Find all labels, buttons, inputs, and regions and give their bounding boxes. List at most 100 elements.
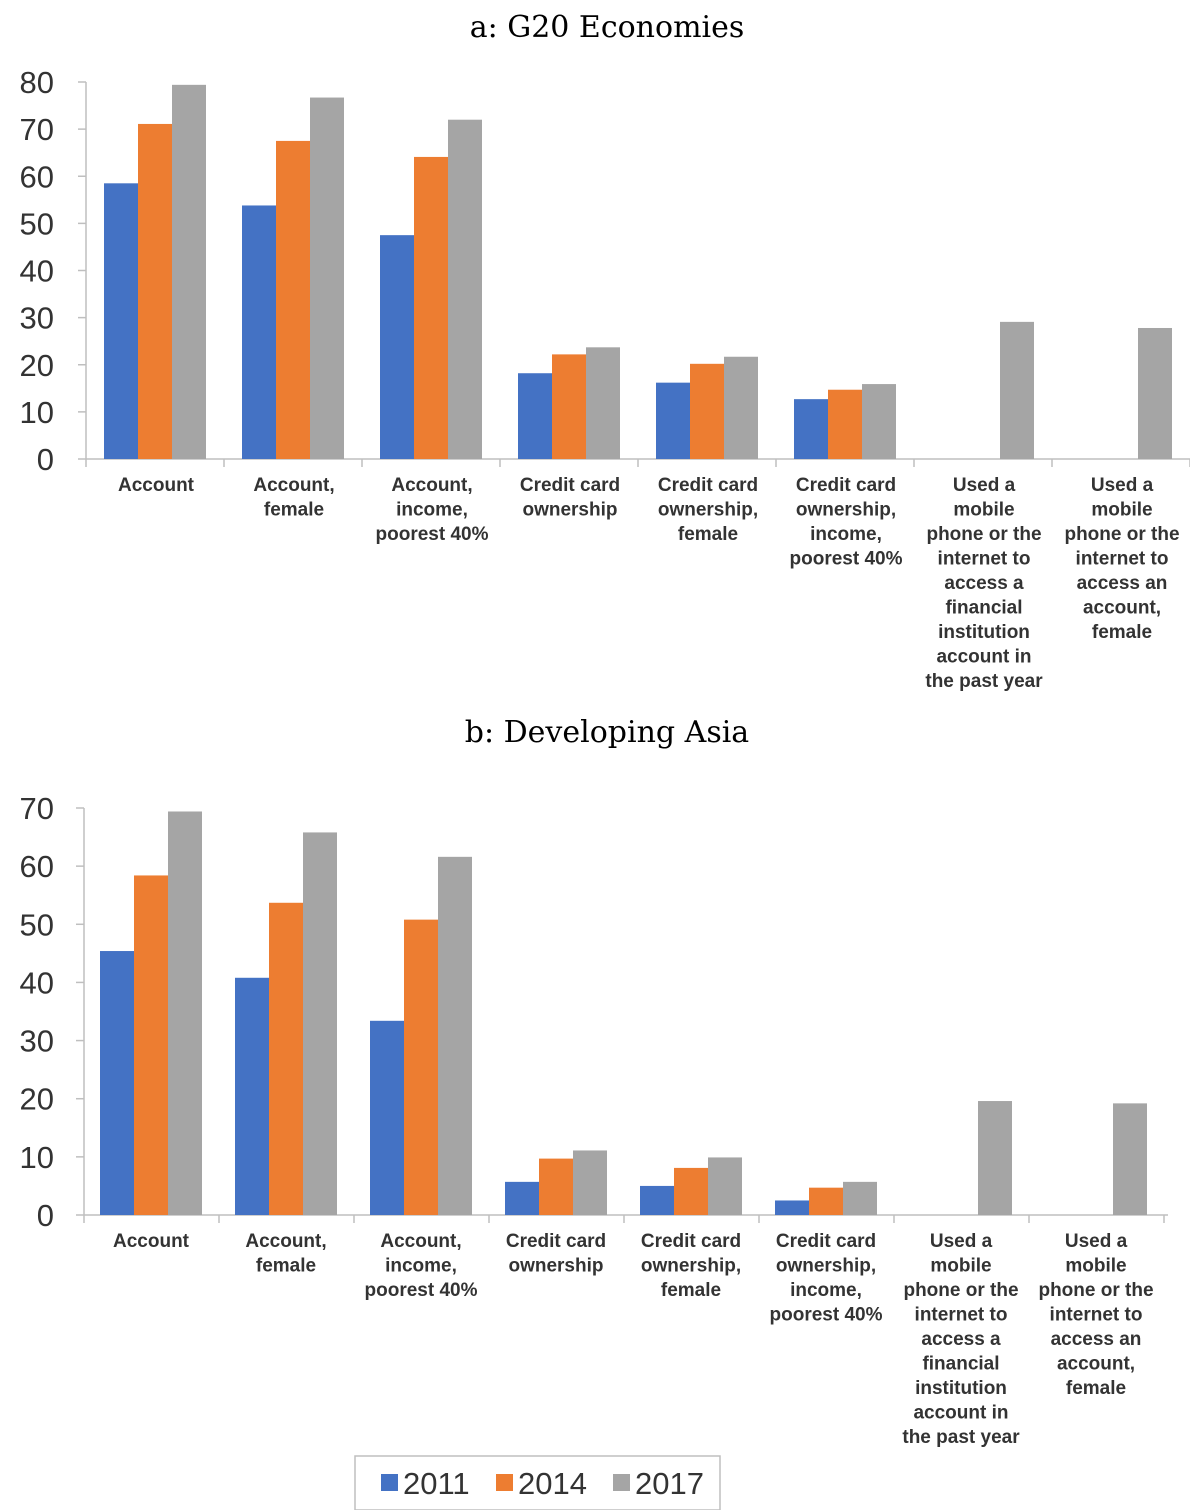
bar-2017-4	[586, 347, 620, 459]
bar-2014-4	[552, 354, 586, 459]
bar-2014-5	[690, 363, 724, 459]
x-tick-label: internet to	[1076, 549, 1169, 570]
legend-label-2014: 2014	[518, 1466, 587, 1501]
x-tick-label: female	[1066, 1378, 1126, 1399]
x-tick-label: ownership,	[658, 500, 758, 521]
x-tick-label: the past year	[925, 671, 1043, 692]
legend-swatch-2017	[613, 1474, 630, 1491]
x-tick-label: account in	[936, 647, 1031, 668]
x-tick-label: Account	[113, 1231, 190, 1252]
bar-2017-1	[172, 84, 206, 459]
x-tick-label: Credit card	[796, 475, 896, 496]
bar-2017-5	[724, 356, 758, 459]
x-tick-label: Account,	[391, 475, 472, 496]
y-tick-label: 0	[37, 1198, 54, 1233]
panel-developing-asia: b: Developing Asia 0 10 20 30 40 50 60 70 Accoun…	[20, 715, 1168, 1448]
x-tick-label: female	[256, 1256, 316, 1277]
bar-2014-4	[539, 1158, 573, 1215]
x-tick-label: female	[264, 500, 324, 521]
x-tick-label: poorest 40%	[790, 549, 903, 570]
bar-2011-6	[794, 399, 828, 459]
x-tick-label: income,	[790, 1280, 862, 1301]
chart-title: a: G20 Economies	[470, 10, 745, 45]
bar-2011-5	[640, 1185, 674, 1215]
x-tick-label: phone or the	[1064, 524, 1179, 545]
x-tick-label: income,	[810, 524, 882, 545]
bar-2017-2	[310, 97, 344, 460]
bar-2017-2	[303, 832, 337, 1215]
y-tick-label: 20	[20, 348, 54, 383]
bar-2014-2	[276, 140, 310, 459]
x-tick-label: Used a	[930, 1231, 993, 1252]
bar-2017-3	[448, 119, 482, 459]
x-tick-label: ownership	[522, 500, 617, 521]
bar-2014-3	[414, 156, 448, 459]
bar-2017-7	[1000, 321, 1034, 459]
x-tick-label: Account,	[380, 1231, 461, 1252]
y-tick-label: 50	[20, 206, 54, 241]
x-tick-label: female	[661, 1280, 721, 1301]
x-tick-label: account,	[1083, 598, 1161, 619]
bar-2014-6	[828, 389, 862, 459]
bar-2011-2	[242, 205, 276, 459]
bar-2017-5	[708, 1157, 742, 1215]
y-tick-label: 30	[20, 1024, 54, 1059]
bar-2011-5	[656, 382, 690, 459]
x-tick-label: income,	[385, 1256, 457, 1277]
y-tick-label: 0	[37, 442, 54, 477]
x-tick-label: Used a	[953, 475, 1016, 496]
x-tick-label: institution	[938, 622, 1030, 643]
x-tick-label: access a	[944, 573, 1024, 594]
bar-2011-1	[104, 183, 138, 459]
x-tick-label: internet to	[1050, 1305, 1143, 1326]
bar-2011-3	[380, 235, 414, 459]
bar-2017-4	[573, 1150, 607, 1215]
y-tick-label: 40	[20, 254, 54, 289]
y-tick-label: 80	[20, 65, 54, 100]
bar-2011-2	[235, 977, 269, 1215]
bar-2017-3	[438, 856, 472, 1215]
bar-2014-1	[134, 875, 168, 1215]
x-tick-label: Used a	[1065, 1231, 1128, 1252]
x-tick-label: mobile	[930, 1256, 991, 1277]
x-tick-label: Credit card	[641, 1231, 741, 1252]
x-tick-label: Credit card	[658, 475, 758, 496]
bar-2014-6	[809, 1187, 843, 1215]
bar-2014-5	[674, 1167, 708, 1215]
y-tick-label: 60	[20, 159, 54, 194]
bar-2017-1	[168, 811, 202, 1215]
bar-2017-8	[1113, 1103, 1147, 1215]
bar-2011-3	[370, 1020, 404, 1215]
x-tick-label: access a	[921, 1329, 1001, 1350]
y-tick-label: 70	[20, 791, 54, 826]
x-tick-label: access an	[1051, 1329, 1142, 1350]
x-tick-label: poorest 40%	[365, 1280, 478, 1301]
legend: 2011 2014 2017	[354, 1455, 721, 1510]
y-tick-label: 10	[20, 1140, 54, 1175]
legend-label-2017: 2017	[635, 1466, 704, 1501]
bar-2011-4	[518, 373, 552, 459]
chart-title: b: Developing Asia	[465, 715, 750, 750]
x-tick-label: the past year	[902, 1427, 1020, 1448]
y-tick-label: 40	[20, 965, 54, 1000]
x-tick-label: Credit card	[506, 1231, 606, 1252]
bar-2011-6	[775, 1200, 809, 1215]
y-tick-label: 30	[20, 301, 54, 336]
bar-2017-6	[843, 1181, 877, 1215]
y-tick-label: 50	[20, 907, 54, 942]
x-tick-label: Account	[118, 475, 195, 496]
bar-2014-2	[269, 902, 303, 1215]
x-tick-label: ownership	[508, 1256, 603, 1277]
bar-2011-4	[505, 1181, 539, 1215]
x-tick-label: Used a	[1091, 475, 1154, 496]
x-tick-label: phone or the	[1038, 1280, 1153, 1301]
x-tick-label: poorest 40%	[770, 1305, 883, 1326]
x-tick-label: phone or the	[926, 524, 1041, 545]
x-tick-label: female	[678, 524, 738, 545]
x-tick-label: mobile	[1065, 1256, 1126, 1277]
legend-box	[354, 1455, 721, 1510]
y-tick-label: 60	[20, 849, 54, 884]
x-tick-label: financial	[945, 598, 1022, 619]
y-tick-label: 70	[20, 112, 54, 147]
